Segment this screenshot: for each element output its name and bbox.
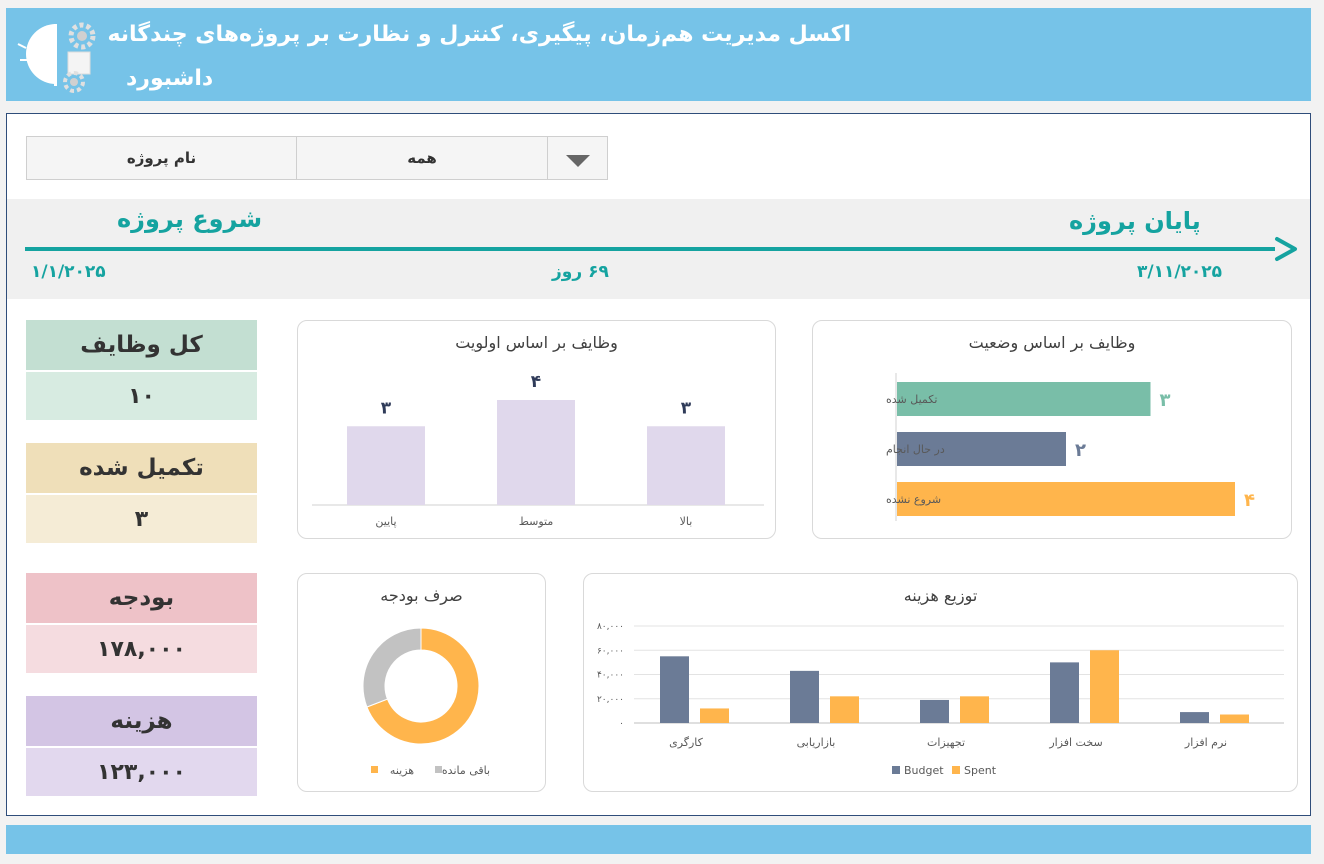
legend-swatch xyxy=(892,766,900,774)
timeline-end-date: ۳/۱۱/۲۰۲۵ xyxy=(1137,262,1223,282)
page-subtitle: داشبورد xyxy=(126,66,214,91)
chart-title: وظایف بر اساس وضعیت xyxy=(968,333,1136,352)
cost-distribution-card: توزیع هزینه ۰ ۲۰,۰۰۰ ۴۰,۰۰۰ ۶۰,۰۰۰ ۸۰,۰۰۰ کار… xyxy=(583,573,1298,792)
tick-label: ۶۰,۰۰۰ xyxy=(597,646,624,656)
tick-label: ۲۰,۰۰۰ xyxy=(597,695,624,705)
bar xyxy=(347,426,425,505)
category-label: شروع نشده xyxy=(886,493,941,506)
category-label: سخت افزار xyxy=(1048,736,1102,749)
kpi-completed: تکمیل شده ۳ xyxy=(26,443,257,543)
kpi-value: ۳ xyxy=(26,493,257,543)
kpi-title: بودجه xyxy=(26,573,257,623)
project-timeline: شروع پروژه پایان پروژه ۱/۱/۲۰۲۵ ۶۹ روز ۳… xyxy=(7,199,1310,299)
bar xyxy=(897,482,1235,516)
chart-title: صرف بودجه xyxy=(380,586,463,605)
bar xyxy=(497,400,575,505)
timeline-start-label: شروع پروژه xyxy=(117,205,263,233)
kpi-cost: هزینه ۱۲۳,۰۰۰ xyxy=(26,696,257,796)
tick-label: ۰ xyxy=(619,719,624,729)
data-label: ۴ xyxy=(531,372,541,392)
budget-usage-chart: هزینه باقی مانده xyxy=(362,627,490,777)
filter-value[interactable]: همه xyxy=(297,137,548,179)
bar xyxy=(830,696,859,723)
kpi-title: کل وظایف xyxy=(26,320,257,370)
category-label: بازاریابی xyxy=(797,736,836,749)
page-title: اکسل مدیریت هم‌زمان، پیگیری، کنترل و نظا… xyxy=(107,22,851,47)
category-label: بالا xyxy=(680,515,693,528)
legend-label: Budget xyxy=(904,764,944,777)
kpi-value: ۱۰ xyxy=(26,370,257,420)
legend-swatch xyxy=(952,766,960,774)
bar xyxy=(1220,714,1249,723)
chart-title: وظایف بر اساس اولویت xyxy=(455,333,618,352)
bar xyxy=(897,382,1151,416)
legend-swatch xyxy=(435,766,442,773)
bar xyxy=(920,699,949,723)
caret-down-icon[interactable] xyxy=(566,155,590,167)
legend-label: هزینه xyxy=(390,764,414,777)
chart-title: توزیع هزینه xyxy=(903,586,978,605)
tick-label: ۴۰,۰۰۰ xyxy=(597,671,624,681)
category-label: کارگری xyxy=(669,736,704,749)
budget-usage-card: صرف بودجه هزینه باقی مانده xyxy=(297,573,546,792)
category-label: تکمیل شده xyxy=(886,393,937,406)
header-bar: اکسل مدیریت هم‌زمان، پیگیری، کنترل و نظا… xyxy=(6,8,1311,101)
legend-label: باقی مانده xyxy=(442,764,490,777)
status-chart-card: وظایف بر اساس وضعیت ۳ تکمیل شده ۲ در حال ان… xyxy=(812,320,1292,539)
cost-distribution-chart: ۰ ۲۰,۰۰۰ ۴۰,۰۰۰ ۶۰,۰۰۰ ۸۰,۰۰۰ کارگری بازاریابی… xyxy=(597,622,1284,777)
lightbulb-gears-icon xyxy=(17,22,96,93)
kpi-title: هزینه xyxy=(26,696,257,746)
data-label: ۳ xyxy=(1160,390,1171,411)
priority-chart: ۳ پایین ۴ متوسط ۳ بالا xyxy=(312,372,764,528)
category-label: نرم افزار xyxy=(1184,736,1227,749)
bar xyxy=(1050,662,1079,723)
filter-label: نام پروژه xyxy=(27,137,297,179)
kpi-total-tasks: کل وظایف ۱۰ xyxy=(26,320,257,420)
arrow-right-icon xyxy=(1275,237,1297,261)
data-label: ۲ xyxy=(1075,440,1086,461)
project-filter[interactable]: نام پروژه همه xyxy=(26,136,608,180)
pie-slice xyxy=(362,627,422,708)
status-chart: ۳ تکمیل شده ۲ در حال انجام ۴ شروع نشده xyxy=(886,373,1255,521)
bar xyxy=(1180,712,1209,723)
category-label: متوسط xyxy=(519,515,554,528)
data-label: ۳ xyxy=(681,398,692,418)
kpi-value: ۱۲۳,۰۰۰ xyxy=(26,746,257,796)
bar xyxy=(660,656,689,723)
filter-dropdown-button[interactable] xyxy=(548,137,607,179)
category-label: پایین xyxy=(375,515,396,528)
data-label: ۴ xyxy=(1244,490,1255,511)
legend-swatch xyxy=(371,766,378,773)
bar xyxy=(897,432,1066,466)
kpi-value: ۱۷۸,۰۰۰ xyxy=(26,623,257,673)
bar xyxy=(1090,650,1119,723)
timeline-end-label: پایان پروژه xyxy=(1069,207,1201,235)
pie-slice xyxy=(366,627,480,745)
category-label: در حال انجام xyxy=(886,443,945,456)
bar xyxy=(790,670,819,723)
footer-bar xyxy=(6,825,1311,854)
priority-chart-card: وظایف بر اساس اولویت ۳ پایین ۴ متوسط ۳ بالا xyxy=(297,320,776,539)
tick-label: ۸۰,۰۰۰ xyxy=(597,622,624,632)
category-label: تجهیزات xyxy=(927,736,965,749)
bar xyxy=(647,426,725,505)
timeline-duration: ۶۹ روز xyxy=(552,262,609,282)
legend-label: Spent xyxy=(964,764,997,777)
timeline-start-date: ۱/۱/۲۰۲۵ xyxy=(31,262,106,282)
timeline-line xyxy=(25,247,1275,251)
bar xyxy=(700,708,729,723)
data-label: ۳ xyxy=(381,398,392,418)
kpi-budget: بودجه ۱۷۸,۰۰۰ xyxy=(26,573,257,673)
bar xyxy=(960,696,989,723)
kpi-title: تکمیل شده xyxy=(26,443,257,493)
